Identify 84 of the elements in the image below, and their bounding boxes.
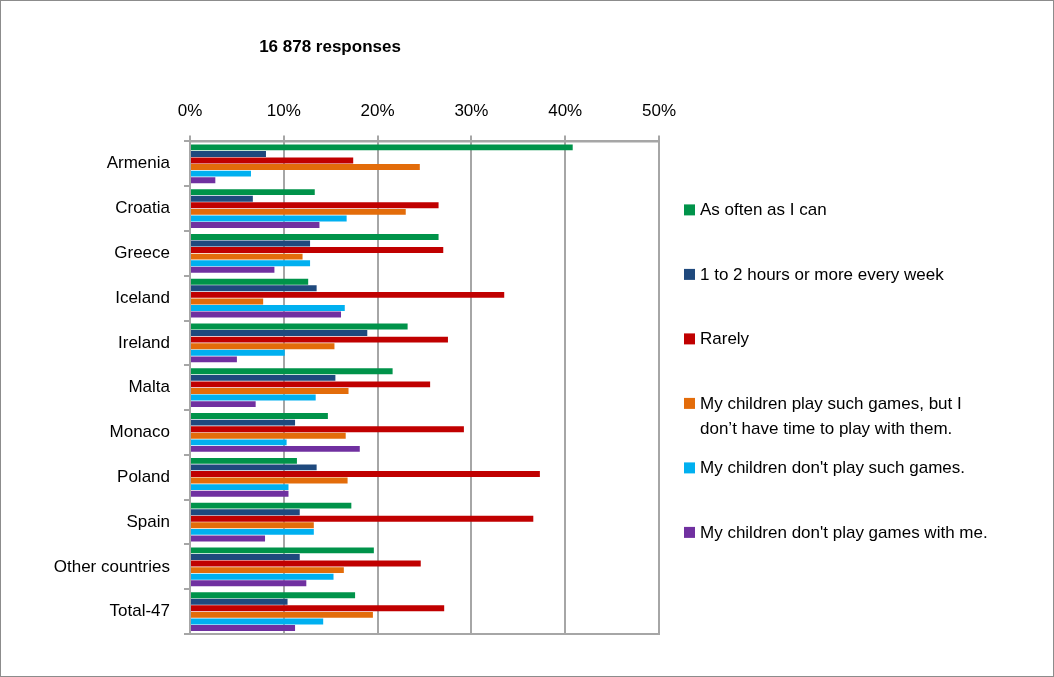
bar [191,547,374,554]
legend-label: My children don't play games with me. [700,522,988,542]
bar [191,413,328,420]
bar [191,260,311,267]
x-tick-label: 40% [548,100,583,120]
bar [191,215,347,222]
bar [191,278,309,285]
bar [191,374,336,381]
bar [191,554,300,560]
y-tick-label: Total-47 [109,601,170,621]
bar [191,439,287,446]
y-tick-label: Other countries [53,556,170,576]
bar [191,195,253,202]
x-tick-label: 50% [641,100,677,120]
bar [191,170,251,177]
bar [191,247,444,254]
bar [191,484,289,491]
bar [191,356,237,363]
bar [191,592,356,599]
bar [191,580,307,587]
bar [191,598,288,605]
legend-label: My children don't play such games. [700,458,965,478]
bar [191,266,275,273]
bar [191,298,264,305]
bar [191,285,317,292]
bar [191,611,373,618]
bar [191,471,540,477]
bar [191,349,285,356]
bar [191,291,505,298]
y-tick-label: Ireland [118,332,170,352]
bar [191,189,315,196]
bar [191,381,431,388]
legend-label: 1 to 2 hours or more every week [700,264,945,284]
y-tick-label: Poland [117,466,170,486]
bar [191,567,344,574]
bar [191,164,420,171]
bar [191,401,256,408]
legend-label: My children play such games, but I don’t have time to play with them. [700,393,962,438]
bar [191,426,464,433]
bar [191,177,216,184]
bar [191,528,314,535]
bar [191,445,360,452]
bar [191,502,352,509]
y-tick-label: Monaco [109,422,170,442]
y-tick-label: Malta [128,377,171,397]
bar [191,311,342,318]
legend-label: Rarely [700,329,750,349]
bar [191,477,348,484]
bar [191,233,439,240]
bar [191,150,266,157]
x-tick-label: 0% [177,100,203,120]
bar [191,419,296,426]
bar [191,305,345,311]
bar [191,573,334,580]
bar [191,343,335,350]
chart-title: 16 878 responses [259,36,401,56]
x-tick-label: 30% [454,100,489,120]
bar [191,144,573,151]
bar [191,394,316,401]
bar [191,509,300,516]
bar [191,208,406,215]
bar [191,490,289,497]
y-tick-label: Iceland [115,287,170,307]
bar [191,336,448,343]
y-tick-label: Croatia [115,198,171,218]
bar [191,253,303,260]
legend-label: As often as I can [700,200,827,220]
x-tick-label: 20% [360,100,395,120]
y-tick-label: Spain [126,511,170,531]
y-tick-label: Armenia [106,153,171,173]
bar [191,222,320,228]
bar [191,522,314,529]
bar [191,515,534,522]
bar [191,432,346,439]
bar [191,457,297,464]
x-tick-label: 10% [266,100,301,120]
bar [191,330,368,337]
bar [191,605,445,612]
bar [191,388,349,394]
bar [191,625,296,631]
bar [191,202,439,209]
bar [191,368,393,375]
bar [191,464,317,471]
y-tick-label: Greece [114,243,170,263]
